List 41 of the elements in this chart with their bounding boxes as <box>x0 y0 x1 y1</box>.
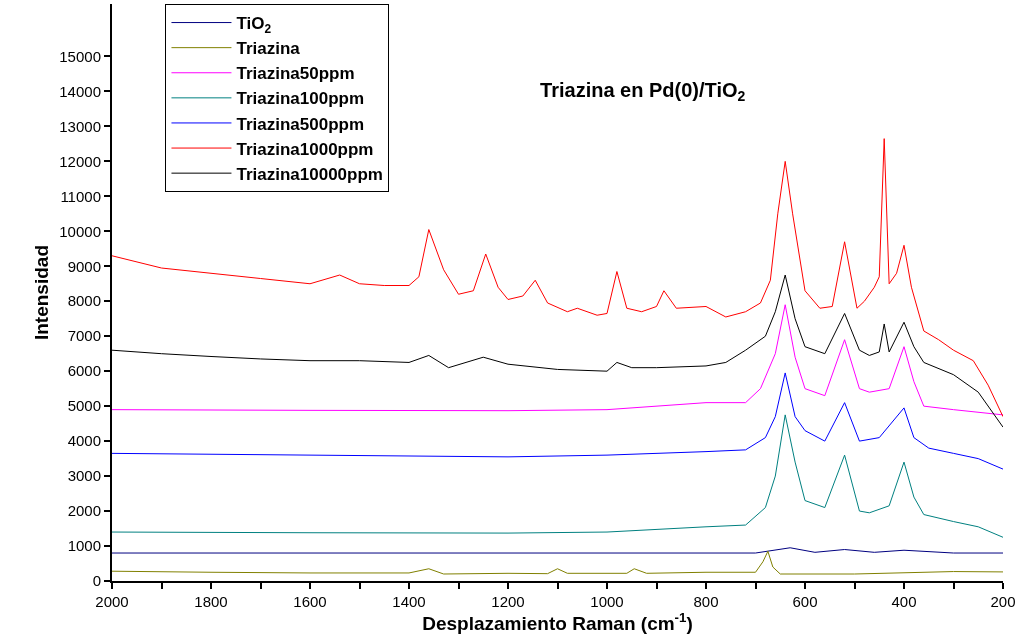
y-axis-title: Intensidad <box>30 244 52 341</box>
legend-label: Triazina50ppm <box>236 64 355 84</box>
x-tick-label: 1000 <box>590 593 624 610</box>
y-tick-label: 9000 <box>67 257 101 275</box>
legend-label: Triazina10000ppm <box>236 164 383 184</box>
x-tick-label: 2000 <box>95 593 129 610</box>
line-series <box>112 550 1003 575</box>
x-tick-label: 400 <box>891 593 917 610</box>
y-tick-label: 13000 <box>59 117 101 135</box>
y-tick-label: 4000 <box>67 432 101 450</box>
y-tick-label: 1000 <box>67 537 101 555</box>
y-tick-label: 15000 <box>59 47 101 65</box>
y-tick-label: 0 <box>92 572 101 590</box>
y-tick-label: 3000 <box>67 467 101 485</box>
x-tick-label: 1200 <box>491 593 525 610</box>
y-tick-label: 8000 <box>67 292 101 310</box>
legend-label: Triazina1000ppm <box>236 139 374 159</box>
line-series <box>112 138 1003 418</box>
legend-label: Triazina500ppm <box>236 114 365 134</box>
y-tick-label: 10000 <box>59 222 101 240</box>
y-tick-label: 14000 <box>59 82 101 100</box>
x-tick-label: 1600 <box>293 593 327 610</box>
legend-label: Triazina100ppm <box>236 89 365 109</box>
y-tick-label: 12000 <box>59 152 101 170</box>
y-tick-label: 5000 <box>67 397 101 415</box>
y-tick-label: 7000 <box>67 327 101 345</box>
y-tick-label: 2000 <box>67 502 101 520</box>
x-tick-label: 800 <box>693 593 719 610</box>
line-series <box>112 304 1003 416</box>
y-tick-label: 6000 <box>67 362 101 380</box>
x-axis-title: Desplazamiento Raman (cm$^{-1}$) <box>422 610 693 634</box>
x-tick-label: 200 <box>990 593 1016 610</box>
x-tick-label: 1800 <box>194 593 228 610</box>
line-series <box>112 414 1003 538</box>
legend-label: TiO$_{2}$ <box>236 14 272 36</box>
line-series <box>112 372 1003 470</box>
text: Triazina en Pd(0)/TiO$_{2}$ <box>540 79 746 105</box>
x-tick-label: 1400 <box>392 593 426 610</box>
legend-label: Triazina <box>236 39 301 59</box>
y-tick-label: 11000 <box>60 187 101 205</box>
x-tick-label: 600 <box>792 593 818 610</box>
